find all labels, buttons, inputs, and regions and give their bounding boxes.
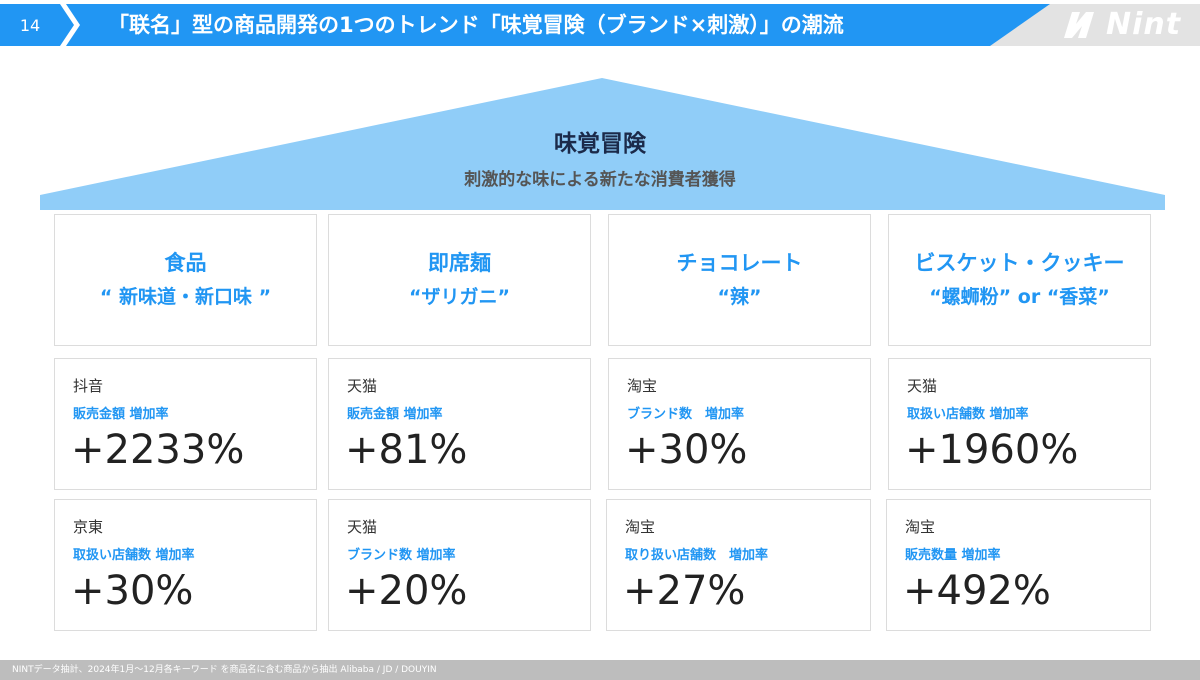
stat-card: 淘宝 取り扱い店舗数 増加率 +27%: [606, 499, 871, 631]
platform-name: 天猫: [907, 377, 938, 395]
growth-value: +1960%: [905, 427, 1079, 473]
theme-title: 味覚冒険: [554, 131, 646, 157]
category-keyword: “ザリガニ”: [409, 286, 510, 308]
category-name: ビスケット・クッキー: [914, 251, 1125, 275]
platform-name: 天猫: [347, 518, 378, 536]
growth-value: +492%: [903, 568, 1051, 614]
stat-card: 天猫 ブランド数 増加率 +20%: [328, 499, 591, 631]
category-name: 即席麺: [428, 251, 491, 275]
header-bar: [0, 4, 1080, 46]
source-note: NINTデータ抽計、2024年1月〜12月各キーワード を商品名に含む商品から抽…: [12, 665, 437, 675]
slide-header: 14 「联名」型の商品開発の1つのトレンド「味覚冒険（ブランド×刺激）」の潮流 …: [0, 0, 1200, 48]
metric-label: ブランド数 増加率: [347, 548, 456, 563]
growth-value: +27%: [623, 568, 746, 614]
growth-value: +2233%: [71, 427, 245, 473]
stat-card: 抖音 販売金額 増加率 +2233%: [54, 358, 317, 490]
stat-card: 淘宝 ブランド数 増加率 +30%: [608, 358, 871, 490]
footer-bar: [0, 660, 1200, 680]
metric-label: 販売金額 増加率: [347, 407, 443, 422]
logo-text: Nint: [1106, 7, 1182, 42]
theme-subtitle: 刺激的な味による新たな消費者獲得: [464, 170, 736, 190]
metric-label: ブランド数 増加率: [627, 407, 745, 422]
growth-value: +30%: [625, 427, 748, 473]
metric-label: 販売金額 増加率: [73, 407, 169, 422]
nint-logo-icon: [1064, 12, 1094, 38]
metric-label: 取り扱い店舗数 増加率: [625, 548, 769, 563]
stat-card: 淘宝 販売数量 増加率 +492%: [886, 499, 1151, 631]
category-name: チョコレート: [676, 251, 803, 275]
platform-name: 淘宝: [627, 377, 658, 395]
category-keyword: “辣”: [717, 286, 762, 308]
metric-label: 取扱い店舗数 増加率: [73, 548, 195, 563]
growth-value: +30%: [71, 568, 194, 614]
category-card-chocolate: チョコレート “辣”: [608, 214, 871, 346]
platform-name: 淘宝: [625, 518, 656, 536]
page-number: 14: [0, 4, 60, 46]
growth-value: +20%: [345, 568, 468, 614]
metric-label: 取扱い店舗数 増加率: [907, 407, 1029, 422]
chevron-right-icon: [60, 4, 80, 46]
growth-value: +81%: [345, 427, 468, 473]
category-name: 食品: [164, 251, 207, 275]
logo-background: [990, 4, 1200, 46]
stat-card: 天猫 取扱い店舗数 増加率 +1960%: [888, 358, 1151, 490]
platform-name: 京東: [73, 518, 104, 536]
platform-name: 天猫: [347, 377, 378, 395]
stat-card: 京東 取扱い店舗数 増加率 +30%: [54, 499, 317, 631]
category-keyword: “螺蛳粉” or “香菜”: [929, 286, 1110, 308]
category-card-instant-noodles: 即席麺 “ザリガニ”: [328, 214, 591, 346]
metric-label: 販売数量 増加率: [905, 548, 1001, 563]
slide-title: 「联名」型の商品開発の1つのトレンド「味覚冒険（ブランド×刺激）」の潮流: [108, 13, 844, 37]
category-card-biscuits: ビスケット・クッキー “螺蛳粉” or “香菜”: [888, 214, 1151, 346]
category-card-food: 食品 “ 新味道・新口味 ”: [54, 214, 317, 346]
roof-shape: [40, 78, 1165, 210]
stat-card: 天猫 販売金額 増加率 +81%: [328, 358, 591, 490]
platform-name: 抖音: [73, 377, 104, 395]
category-keyword: “ 新味道・新口味 ”: [99, 286, 272, 308]
platform-name: 淘宝: [905, 518, 936, 536]
